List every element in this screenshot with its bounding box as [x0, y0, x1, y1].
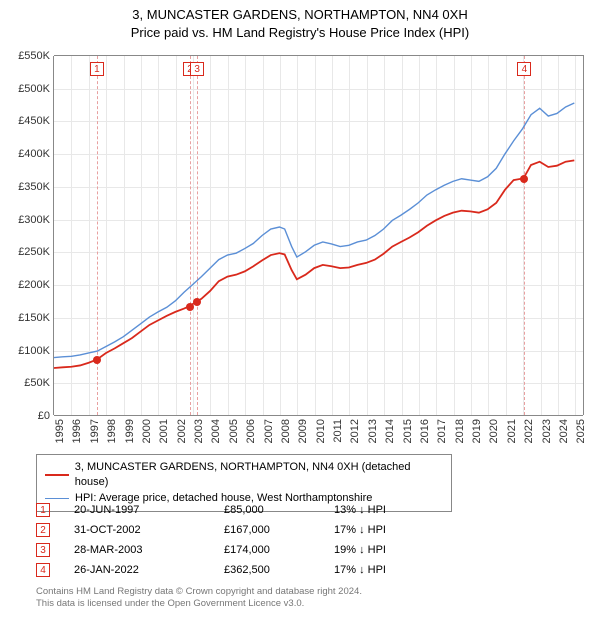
x-axis-label: 1998: [106, 419, 118, 443]
x-axis-label: 2019: [471, 419, 483, 443]
x-axis-label: 2011: [332, 419, 344, 443]
sales-table-row: 4 26-JAN-2022£362,50017% ↓ HPI: [36, 560, 434, 580]
row-pct: 19% ↓ HPI: [334, 544, 434, 556]
x-axis-label: 2009: [297, 419, 309, 443]
row-index-box: 3: [36, 543, 50, 557]
x-axis-label: 1997: [89, 419, 101, 443]
x-axis-label: 2000: [141, 419, 153, 443]
footer-line1: Contains HM Land Registry data © Crown c…: [36, 586, 362, 598]
row-date: 28-MAR-2003: [74, 544, 224, 556]
sales-table-row: 3 28-MAR-2003£174,00019% ↓ HPI: [36, 540, 434, 560]
x-axis-label: 2016: [419, 419, 431, 443]
x-axis-label: 2007: [263, 419, 275, 443]
x-axis-label: 2018: [454, 419, 466, 443]
sale-point-marker: [193, 298, 201, 306]
row-price: £362,500: [224, 564, 334, 576]
chart-svg: [54, 56, 583, 415]
chart-title: 3, MUNCASTER GARDENS, NORTHAMPTON, NN4 0…: [0, 0, 600, 42]
chart-plot-area: £0£50K£100K£150K£200K£250K£300K£350K£400…: [54, 55, 584, 415]
x-axis-label: 2021: [506, 419, 518, 443]
row-index-box: 4: [36, 563, 50, 577]
legend-swatch-hpi: [45, 498, 69, 499]
row-date: 20-JUN-1997: [74, 504, 224, 516]
x-axis-label: 2024: [558, 419, 570, 443]
sales-table-row: 2 31-OCT-2002£167,00017% ↓ HPI: [36, 520, 434, 540]
y-axis-label: £150K: [18, 312, 50, 324]
row-pct: 17% ↓ HPI: [334, 564, 434, 576]
x-axis-label: 2006: [245, 419, 257, 443]
row-date: 31-OCT-2002: [74, 524, 224, 536]
x-axis-label: 2005: [228, 419, 240, 443]
sales-table: 1 20-JUN-1997£85,00013% ↓ HPI 2 31-OCT-2002…: [36, 500, 434, 580]
x-axis-label: 2017: [436, 419, 448, 443]
row-price: £174,000: [224, 544, 334, 556]
footer-attribution: Contains HM Land Registry data © Crown c…: [36, 586, 362, 611]
x-axis-label: 2015: [402, 419, 414, 443]
title-line2: Price paid vs. HM Land Registry's House …: [0, 24, 600, 42]
legend-label-price-paid: 3, MUNCASTER GARDENS, NORTHAMPTON, NN4 0…: [75, 460, 443, 491]
row-price: £85,000: [224, 504, 334, 516]
marker-number-box: 4: [517, 62, 531, 76]
y-axis-label: £350K: [18, 181, 50, 193]
y-axis-label: £400K: [18, 148, 50, 160]
x-axis-label: 1999: [124, 419, 136, 443]
x-axis-label: 2012: [349, 419, 361, 443]
x-axis-label: 2008: [280, 419, 292, 443]
row-pct: 13% ↓ HPI: [334, 504, 434, 516]
row-index-box: 2: [36, 523, 50, 537]
x-axis-label: 2002: [176, 419, 188, 443]
x-axis-label: 2014: [384, 419, 396, 443]
legend-swatch-price-paid: [45, 474, 69, 476]
sale-point-marker: [93, 356, 101, 364]
x-axis-label: 1995: [54, 419, 66, 443]
y-axis-label: £100K: [18, 345, 50, 357]
footer-line2: This data is licensed under the Open Gov…: [36, 598, 362, 610]
marker-number-box: 3: [190, 62, 204, 76]
x-axis-label: 2022: [523, 419, 535, 443]
title-line1: 3, MUNCASTER GARDENS, NORTHAMPTON, NN4 0…: [0, 6, 600, 24]
y-axis-label: £250K: [18, 246, 50, 258]
y-axis-label: £550K: [18, 50, 50, 62]
sales-table-row: 1 20-JUN-1997£85,00013% ↓ HPI: [36, 500, 434, 520]
x-axis-label: 2010: [315, 419, 327, 443]
x-axis-label: 2003: [193, 419, 205, 443]
x-axis-label: 2025: [575, 419, 587, 443]
y-axis-label: £50K: [24, 377, 50, 389]
x-axis-label: 2023: [541, 419, 553, 443]
y-axis-label: £500K: [18, 83, 50, 95]
x-axis-label: 2004: [210, 419, 222, 443]
y-axis-label: £0: [38, 410, 50, 422]
y-axis-label: £450K: [18, 115, 50, 127]
sale-point-marker: [520, 175, 528, 183]
row-date: 26-JAN-2022: [74, 564, 224, 576]
hpi-line: [54, 103, 574, 358]
row-pct: 17% ↓ HPI: [334, 524, 434, 536]
marker-number-box: 1: [90, 62, 104, 76]
y-axis-label: £200K: [18, 279, 50, 291]
x-axis-label: 2013: [367, 419, 379, 443]
price-paid-line: [54, 160, 574, 368]
x-axis-label: 2001: [158, 419, 170, 443]
legend-item-price-paid: 3, MUNCASTER GARDENS, NORTHAMPTON, NN4 0…: [45, 460, 443, 491]
y-axis-label: £300K: [18, 214, 50, 226]
x-axis-label: 2020: [488, 419, 500, 443]
x-axis-label: 1996: [71, 419, 83, 443]
row-price: £167,000: [224, 524, 334, 536]
row-index-box: 1: [36, 503, 50, 517]
